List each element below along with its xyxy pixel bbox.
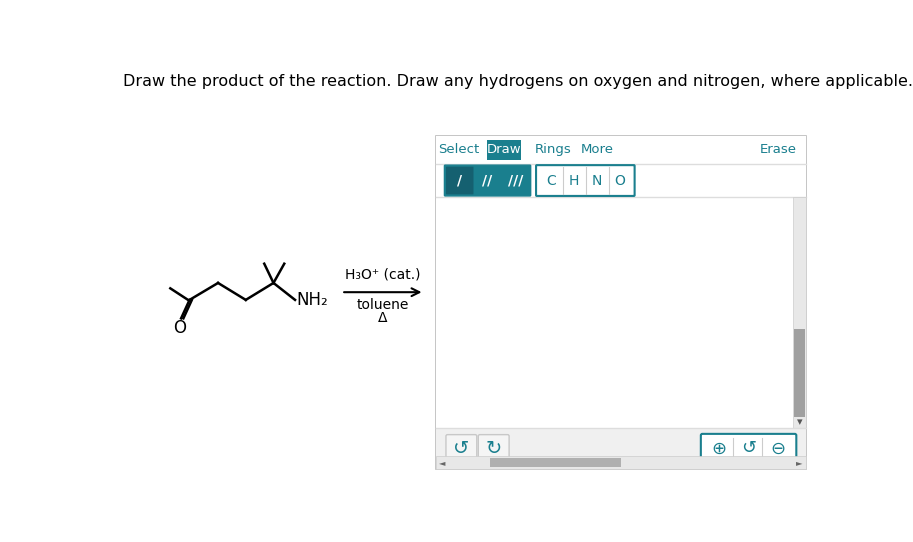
Bar <box>436 456 805 468</box>
Text: Rings: Rings <box>535 143 572 156</box>
Text: ▾: ▾ <box>796 417 803 427</box>
Bar <box>490 458 621 467</box>
Text: ⊖: ⊖ <box>771 440 785 457</box>
Text: ↺: ↺ <box>453 439 469 458</box>
Text: Erase: Erase <box>761 143 797 156</box>
Bar <box>436 136 805 468</box>
Text: Draw: Draw <box>487 143 521 156</box>
Text: toluene: toluene <box>357 298 409 312</box>
Text: N: N <box>592 173 602 188</box>
FancyBboxPatch shape <box>701 434 796 463</box>
Text: Draw the product of the reaction. Draw any hydrogens on oxygen and nitrogen, whe: Draw the product of the reaction. Draw a… <box>122 74 913 89</box>
Bar <box>436 136 805 164</box>
Text: ◄: ◄ <box>439 458 446 467</box>
FancyBboxPatch shape <box>474 167 501 195</box>
Bar <box>794 329 804 417</box>
Text: NH₂: NH₂ <box>297 291 329 309</box>
Text: More: More <box>582 143 614 156</box>
Text: //: // <box>482 173 493 188</box>
Text: ↻: ↻ <box>486 439 502 458</box>
FancyBboxPatch shape <box>446 435 477 462</box>
Text: O: O <box>614 173 625 188</box>
Text: ///: /// <box>508 173 523 188</box>
Text: Select: Select <box>438 143 479 156</box>
Text: ►: ► <box>796 458 803 467</box>
Text: H₃O⁺ (cat.): H₃O⁺ (cat.) <box>345 267 421 281</box>
FancyBboxPatch shape <box>478 435 509 462</box>
Text: O: O <box>173 319 186 337</box>
Text: /: / <box>457 173 462 188</box>
Bar <box>436 164 805 197</box>
Bar <box>436 429 805 468</box>
FancyBboxPatch shape <box>445 165 530 196</box>
Text: C: C <box>546 173 556 188</box>
FancyBboxPatch shape <box>487 140 520 160</box>
Text: Δ: Δ <box>378 311 388 325</box>
Text: ⊕: ⊕ <box>712 440 727 457</box>
FancyBboxPatch shape <box>446 167 474 195</box>
Bar <box>436 197 793 429</box>
Bar <box>793 197 805 429</box>
Text: H: H <box>569 173 579 188</box>
FancyBboxPatch shape <box>501 167 530 195</box>
Text: ↺: ↺ <box>741 440 756 457</box>
FancyBboxPatch shape <box>536 165 635 196</box>
